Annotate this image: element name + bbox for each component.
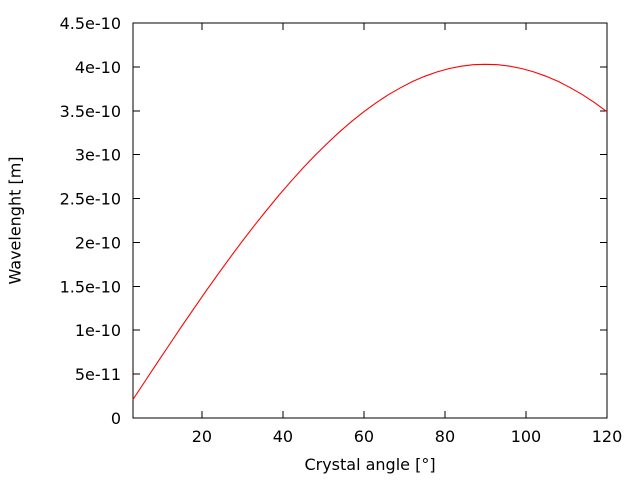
y-axis-label: Wavelenght [m] bbox=[6, 156, 25, 284]
x-tick-label: 120 bbox=[592, 427, 623, 446]
x-axis-label: Crystal angle [°] bbox=[304, 455, 435, 474]
y-tick-label: 2.5e-10 bbox=[60, 190, 121, 209]
y-tick-label: 0 bbox=[111, 409, 121, 428]
y-tick-label: 5e-11 bbox=[75, 365, 121, 384]
x-tick-label: 80 bbox=[435, 427, 455, 446]
y-tick-label: 4e-10 bbox=[75, 58, 121, 77]
y-tick-label: 2e-10 bbox=[75, 233, 121, 252]
y-tick-label: 3e-10 bbox=[75, 146, 121, 165]
x-tick-label: 40 bbox=[273, 427, 293, 446]
plot-border bbox=[132, 22, 608, 419]
data-curve bbox=[132, 63, 608, 400]
y-tick-label: 1e-10 bbox=[75, 321, 121, 340]
x-tick-label: 60 bbox=[354, 427, 374, 446]
y-tick-label: 1.5e-10 bbox=[60, 277, 121, 296]
x-tick-label: 20 bbox=[192, 427, 212, 446]
y-tick-label: 4.5e-10 bbox=[60, 14, 121, 33]
x-tick-label: 100 bbox=[511, 427, 542, 446]
y-tick-label: 3.5e-10 bbox=[60, 102, 121, 121]
